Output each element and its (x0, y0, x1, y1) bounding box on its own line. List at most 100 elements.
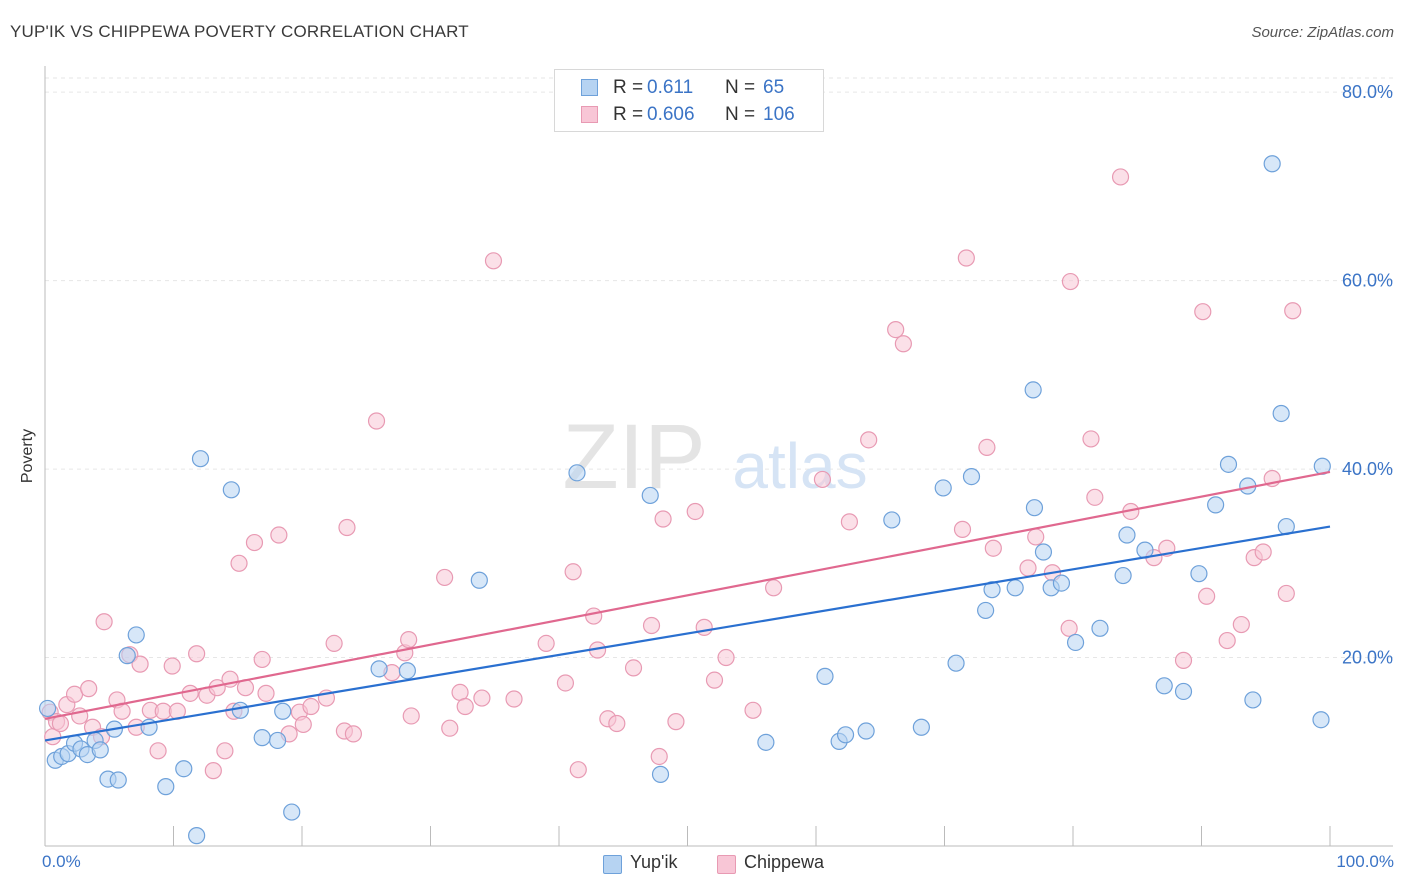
chippewa-point (686, 502, 704, 521)
chippewa-point (400, 631, 418, 649)
chippewa-point (1082, 430, 1100, 448)
yupik-point (1207, 496, 1225, 514)
chippewa-point (257, 684, 275, 702)
chippewa-point (764, 579, 783, 597)
chippewa-point (1019, 559, 1037, 577)
chippewa-point (953, 520, 972, 538)
yupik-trend-line (44, 525, 1331, 742)
chippewa-point (1198, 587, 1216, 605)
yupik-point (836, 726, 855, 744)
chippewa-point (887, 321, 905, 339)
chippewa-point (1194, 303, 1212, 321)
chart-title: YUP'IK VS CHIPPEWA POVERTY CORRELATION C… (10, 22, 469, 41)
yupik-point (651, 765, 670, 783)
yupik-point (253, 729, 271, 747)
chippewa-point (642, 616, 661, 635)
trend-lines (44, 470, 1331, 742)
source-label: Source: ZipAtlas.com (1251, 24, 1394, 41)
chippewa-point (860, 431, 878, 449)
chippewa-point (367, 412, 386, 430)
chippewa-point (1086, 488, 1104, 506)
yupik-point (857, 722, 875, 740)
chippewa-point (667, 713, 685, 731)
legend-row-yupik: R = 0.611 N = 65 (555, 74, 823, 100)
yupik-legend-label: Yup'ik (630, 852, 678, 872)
yupik-point (283, 803, 301, 821)
yupik-point (883, 511, 901, 529)
chippewa-point (294, 715, 312, 734)
gridlines (45, 77, 1393, 659)
chippewa-point (624, 659, 643, 677)
chippewa-point (585, 607, 603, 625)
chippewa-point (1277, 584, 1295, 603)
yupik-point (191, 450, 210, 468)
yupik-point (157, 778, 175, 796)
yupik-point (1190, 565, 1208, 583)
r-label: R = (613, 104, 644, 125)
chippewa-point (131, 655, 149, 673)
chippewa-point (338, 518, 356, 537)
chippewa-point (957, 249, 975, 267)
chippewa-point (270, 526, 288, 544)
yupik-point (127, 626, 145, 644)
yupik-points (38, 155, 1331, 845)
chippewa-point (505, 690, 523, 708)
r-value: 0.611 (647, 77, 694, 98)
yupik-point (1025, 499, 1044, 517)
chippewa-point (181, 684, 199, 702)
chippewa-point (569, 761, 587, 779)
chippewa-point (1174, 651, 1193, 669)
yupik-point (222, 481, 240, 499)
chippewa-point (1218, 631, 1236, 650)
yupik-point (175, 760, 193, 778)
yupik-point (38, 699, 57, 718)
chippewa-point (163, 657, 181, 675)
chippewa-point (744, 701, 762, 719)
n-label: N = (725, 104, 756, 125)
chippewa-point (473, 689, 491, 707)
chippewa-point (456, 697, 474, 716)
yupik-point (1263, 155, 1281, 173)
x-tick-label-min: 0.0% (42, 852, 81, 871)
chippewa-point (1027, 528, 1045, 546)
yupik-legend-swatch (603, 855, 622, 874)
chippewa-point (1111, 168, 1130, 186)
chippewa-point (695, 618, 713, 636)
chippewa-trend-line (44, 470, 1331, 720)
yupik-point (1174, 682, 1193, 701)
yupik-point (912, 718, 930, 736)
chippewa-swatch (581, 106, 598, 123)
chippewa-point (840, 513, 859, 531)
chippewa-point (1061, 272, 1080, 291)
chippewa-point (149, 742, 167, 760)
yupik-point (1052, 574, 1071, 592)
yupik-point (934, 479, 952, 497)
yupik-point (1091, 619, 1109, 637)
chippewa-point (436, 568, 454, 587)
chippewa-point (978, 438, 996, 456)
stats-legend: R = 0.611 N = 65 R = 0.606 N = 106 (554, 69, 824, 132)
yupik-point (1118, 526, 1136, 544)
yupik-point (1066, 633, 1085, 652)
yupik-point (231, 701, 249, 719)
watermark: ZIP atlas (562, 406, 867, 508)
chippewa-point (484, 252, 503, 270)
yupik-point (1006, 579, 1024, 597)
chippewa-point (441, 719, 459, 737)
legend-row-chippewa: R = 0.606 N = 106 (555, 101, 823, 127)
yupik-point (1244, 691, 1262, 709)
yupik-point (188, 827, 206, 845)
y-tick-label: 60.0% (1342, 271, 1393, 291)
yupik-point (91, 741, 109, 759)
yupik-point (757, 733, 775, 751)
chippewa-point (302, 697, 320, 716)
chippewa-legend-label: Chippewa (744, 852, 825, 872)
chippewa-point (813, 470, 832, 489)
yupik-point (274, 702, 292, 720)
chippewa-point (1060, 619, 1078, 637)
chippewa-point (402, 707, 420, 725)
yupik-point (1312, 711, 1330, 729)
yupik-point (977, 601, 995, 620)
chippewa-point (894, 335, 912, 353)
